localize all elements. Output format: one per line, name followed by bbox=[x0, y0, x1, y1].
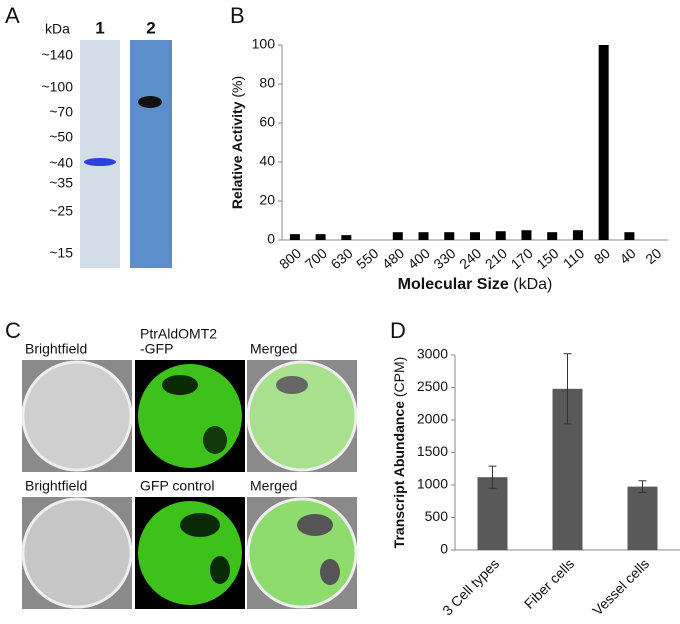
image-label: Merged bbox=[250, 478, 297, 494]
y-tick-label: 0 bbox=[440, 541, 448, 557]
image-label: Brightfield bbox=[25, 341, 87, 357]
gel-lane bbox=[80, 40, 120, 268]
image-label: Merged bbox=[250, 341, 297, 357]
error-bar bbox=[563, 353, 572, 425]
y-tick-label: 2500 bbox=[417, 378, 448, 394]
x-tick-label: 150 bbox=[533, 245, 561, 272]
gel-unit: kDa bbox=[45, 21, 70, 37]
x-tick-label: 330 bbox=[430, 245, 458, 272]
y-tick-label: 20 bbox=[259, 192, 275, 208]
panel-letter: B bbox=[230, 3, 245, 28]
y-axis-label-name: Transcript Abundance bbox=[391, 401, 407, 549]
x-tick-label: 3 Cell types bbox=[439, 555, 502, 618]
x-tick-label: 20 bbox=[642, 245, 664, 267]
bar bbox=[341, 235, 352, 240]
image-label: -GFP bbox=[140, 341, 173, 357]
y-axis-label-unit: (%) bbox=[229, 76, 245, 98]
y-tick-label: 2000 bbox=[417, 411, 448, 427]
x-tick-label: 210 bbox=[482, 245, 510, 272]
y-tick-label: 500 bbox=[425, 508, 449, 524]
y-axis-label-name: Relative Activity bbox=[229, 101, 245, 209]
bar bbox=[477, 477, 508, 550]
x-tick-label: 400 bbox=[405, 245, 433, 272]
marker-label: ~140 bbox=[41, 47, 73, 63]
bar bbox=[572, 230, 583, 240]
bar bbox=[495, 231, 506, 240]
lane-label: 2 bbox=[146, 18, 155, 37]
x-tick-label: 550 bbox=[353, 245, 381, 272]
x-tick-label: 630 bbox=[327, 245, 355, 272]
marker-label: ~40 bbox=[49, 155, 73, 171]
y-tick-label: 1500 bbox=[417, 443, 448, 459]
bar bbox=[627, 486, 658, 550]
gel-band bbox=[138, 96, 162, 108]
error-bar bbox=[638, 480, 647, 493]
y-tick-label: 100 bbox=[252, 36, 276, 52]
gel-band bbox=[84, 158, 116, 166]
y-axis-label: Transcript Abundance (CPM) bbox=[391, 357, 407, 549]
image-label: Brightfield bbox=[25, 478, 87, 494]
image-label: GFP control bbox=[140, 478, 214, 494]
y-tick-label: 1000 bbox=[417, 476, 448, 492]
x-tick-label: 170 bbox=[508, 245, 536, 272]
x-tick-label: 240 bbox=[456, 245, 484, 272]
bar bbox=[547, 232, 558, 240]
y-axis-label: Relative Activity (%) bbox=[229, 76, 245, 209]
x-tick-label: 110 bbox=[560, 245, 588, 272]
x-tick-label: 800 bbox=[276, 245, 304, 272]
marker-label: ~100 bbox=[41, 79, 73, 95]
bar bbox=[289, 234, 300, 240]
microscopy-images bbox=[21, 360, 358, 609]
panel-letter: A bbox=[5, 3, 20, 28]
marker-label: ~35 bbox=[49, 175, 73, 191]
panel-letter: D bbox=[390, 318, 406, 343]
x-axis-label-name: Molecular Size bbox=[398, 276, 509, 293]
x-tick-label: 480 bbox=[379, 245, 407, 272]
bar bbox=[521, 230, 532, 240]
bar bbox=[624, 232, 635, 240]
bar bbox=[315, 234, 326, 240]
panel-letter: C bbox=[5, 318, 21, 343]
y-axis-label-unit: (CPM) bbox=[391, 357, 407, 397]
image-label: PtrAldOMT2 bbox=[140, 326, 217, 342]
x-tick-label: Fiber cells bbox=[521, 555, 577, 611]
bar bbox=[598, 45, 609, 240]
x-tick-label: Vessel cells bbox=[589, 555, 652, 618]
y-tick-label: 3000 bbox=[417, 346, 448, 362]
x-axis-label: Molecular Size (kDa) bbox=[398, 276, 553, 293]
y-tick-label: 40 bbox=[259, 153, 275, 169]
y-tick-label: 0 bbox=[267, 231, 275, 247]
lane-label: 1 bbox=[95, 18, 104, 37]
gel-lane bbox=[130, 40, 172, 268]
x-tick-label: 700 bbox=[302, 245, 330, 272]
error-bar bbox=[488, 465, 497, 489]
bar bbox=[392, 232, 403, 240]
y-tick-label: 80 bbox=[259, 75, 275, 91]
marker-label: ~50 bbox=[49, 129, 73, 145]
bar bbox=[444, 232, 455, 240]
x-tick-label: 80 bbox=[591, 245, 613, 267]
marker-label: ~70 bbox=[49, 104, 73, 120]
x-axis-label-unit: (kDa) bbox=[513, 276, 552, 293]
bar bbox=[470, 232, 480, 240]
x-tick-label: 40 bbox=[616, 245, 638, 267]
marker-label: ~15 bbox=[49, 245, 73, 261]
bar bbox=[418, 232, 429, 240]
marker-label: ~25 bbox=[49, 203, 73, 219]
y-tick-label: 60 bbox=[259, 114, 275, 130]
